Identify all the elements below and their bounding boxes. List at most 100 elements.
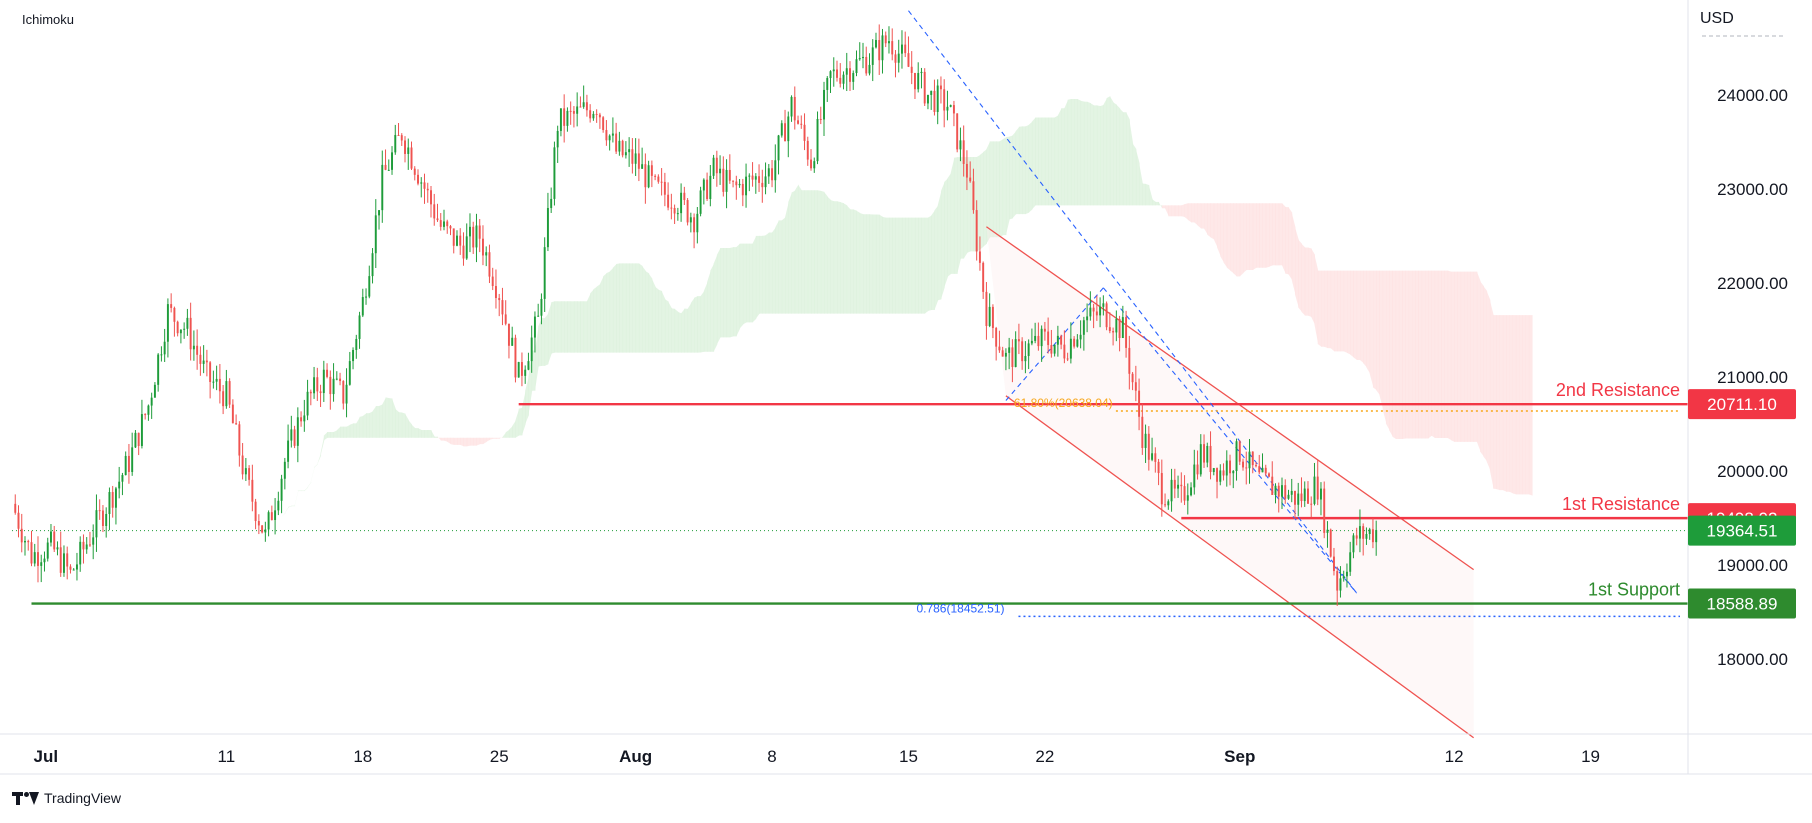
candle-body xyxy=(75,564,78,570)
candle-body xyxy=(342,381,345,404)
cloud-segment xyxy=(447,437,451,445)
cloud-segment xyxy=(1415,270,1419,439)
cloud-segment xyxy=(1499,315,1504,491)
cloud-segment xyxy=(811,190,815,314)
candle-body xyxy=(491,276,494,287)
candle-body xyxy=(137,432,140,446)
cloud-segment xyxy=(1041,117,1046,206)
cloud-segment xyxy=(1528,315,1533,496)
cloud-segment xyxy=(1018,126,1023,215)
x-tick-label: 22 xyxy=(1035,747,1054,766)
cloud-segment xyxy=(340,426,344,438)
candle-body xyxy=(1300,493,1303,502)
candle-body xyxy=(1173,479,1176,489)
candle-body xyxy=(936,85,939,112)
cloud-segment xyxy=(482,437,487,445)
candle-body xyxy=(166,304,169,342)
candle-body xyxy=(1170,479,1173,502)
cloud-segment xyxy=(1470,271,1475,442)
candle-body xyxy=(514,337,517,378)
cloud-segment xyxy=(746,243,750,323)
cloud-segment xyxy=(1382,270,1387,424)
tradingview-logo[interactable]: TradingView xyxy=(12,790,121,806)
candle-body xyxy=(374,215,377,254)
candle-body xyxy=(24,540,26,543)
candle-body xyxy=(494,286,497,299)
candle-body xyxy=(40,562,43,566)
candle-body xyxy=(803,124,806,141)
candle-body xyxy=(319,391,322,394)
cloud-segment xyxy=(1288,207,1293,280)
candle-body xyxy=(98,510,101,512)
cloud-segment xyxy=(1207,203,1212,238)
candle-body xyxy=(1316,476,1319,500)
candle-body xyxy=(904,44,907,54)
candle-body xyxy=(1358,526,1361,539)
cloud-segment xyxy=(781,217,786,314)
current-price-tag: 19364.51 xyxy=(1707,522,1778,541)
candle-body xyxy=(1095,311,1098,316)
cloud-segment xyxy=(1333,270,1338,352)
cloud-segment xyxy=(1158,201,1163,209)
cloud-segment xyxy=(1281,203,1286,274)
cloud-segment xyxy=(752,235,757,323)
candle-body xyxy=(806,140,809,160)
x-tick-label: 15 xyxy=(899,747,918,766)
currency-label[interactable]: USD xyxy=(1700,10,1734,27)
cloud-segment xyxy=(440,437,445,441)
cloud-segment xyxy=(875,214,880,314)
candle-body xyxy=(1073,338,1076,347)
cloud-segment xyxy=(622,263,627,353)
cloud-segment xyxy=(310,467,315,483)
cloud-segment xyxy=(1223,203,1228,268)
cloud-segment xyxy=(694,296,698,353)
candle-body xyxy=(855,59,858,74)
cloud-segment xyxy=(1256,203,1260,268)
candle-body xyxy=(1147,433,1150,460)
cloud-segment xyxy=(1265,203,1270,268)
candle-body xyxy=(1368,529,1371,535)
candle-body xyxy=(225,381,228,407)
cloud-segment xyxy=(570,301,575,353)
cloud-segment xyxy=(710,263,715,352)
candle-body xyxy=(140,414,143,446)
candle-body xyxy=(1258,466,1261,473)
candle-body xyxy=(261,525,264,533)
candle-body xyxy=(1121,317,1124,339)
candle-body xyxy=(745,176,748,196)
cloud-segment xyxy=(1447,270,1452,441)
cloud-segment xyxy=(505,429,510,438)
candle-body xyxy=(732,180,735,182)
candle-body xyxy=(368,276,371,297)
candle-body xyxy=(475,225,478,248)
cloud-segment xyxy=(1454,271,1458,442)
candle-body xyxy=(196,345,199,355)
cloud-segment xyxy=(824,191,828,314)
candle-body xyxy=(1287,494,1290,499)
cloud-segment xyxy=(801,190,806,314)
candle-body xyxy=(478,225,481,239)
candle-body xyxy=(371,253,374,277)
cloud-segment xyxy=(1327,270,1332,349)
cloud-segment xyxy=(1236,203,1241,277)
cloud-segment xyxy=(642,266,646,353)
candle-body xyxy=(810,159,812,169)
cloud-segment xyxy=(317,453,322,465)
cloud-segment xyxy=(671,308,676,353)
cloud-segment xyxy=(1291,212,1296,295)
candle-body xyxy=(14,503,17,513)
candle-body xyxy=(537,315,540,317)
candle-body xyxy=(1056,335,1059,345)
cloud-segment xyxy=(1369,270,1374,388)
candle-body xyxy=(235,423,238,425)
cloud-segment xyxy=(866,214,870,314)
candle-body xyxy=(618,140,621,152)
candle-body xyxy=(657,176,660,182)
candle-body xyxy=(1128,347,1131,374)
cloud-segment xyxy=(1324,270,1328,349)
cloud-segment xyxy=(1057,108,1062,206)
fib-swing-line xyxy=(908,10,1358,594)
candle-body xyxy=(764,176,767,188)
cloud-segment xyxy=(1191,203,1195,223)
